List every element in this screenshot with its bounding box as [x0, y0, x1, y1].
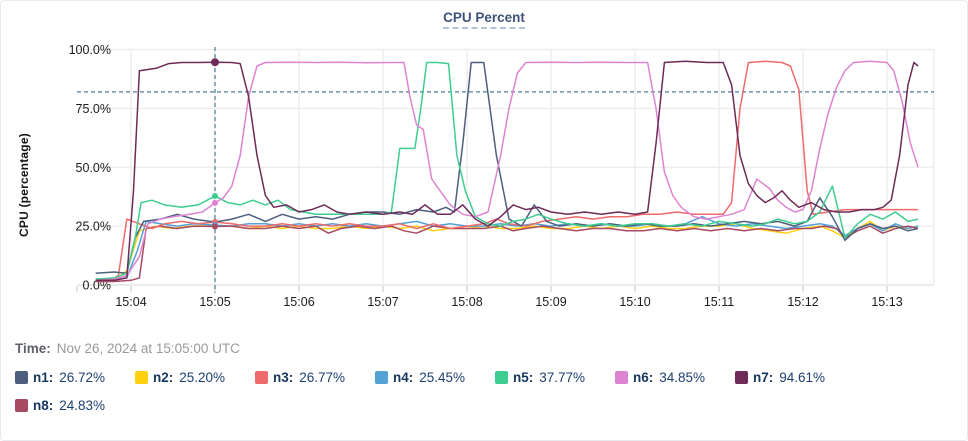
- legend-label: n4:: [393, 370, 414, 385]
- legend-swatch-n4: [375, 371, 388, 384]
- x-tick-label: 15:13: [871, 295, 902, 309]
- y-tick-label: 75.0%: [76, 102, 111, 116]
- legend-label: n3:: [273, 370, 294, 385]
- title-bar: CPU Percent: [1, 9, 967, 29]
- y-tick-label: 100.0%: [69, 43, 111, 57]
- legend: n1: 26.72% n2: 25.20% n3: 26.77% n4: 25.45% n5: 3…: [15, 370, 967, 413]
- cursor-dot-n5: [212, 193, 218, 200]
- legend-item-n1[interactable]: n1: 26.72%: [15, 370, 135, 385]
- cursor-dot-n6: [212, 199, 218, 206]
- legend-label: n8:: [33, 398, 54, 413]
- cpu-chart-svg[interactable]: 0.0%25.0%50.0%75.0%100.0%15:04 15:05 15:06…: [1, 1, 968, 321]
- legend-item-n3[interactable]: n3: 26.77%: [255, 370, 375, 385]
- legend-row-1: n1: 26.72% n2: 25.20% n3: 26.77% n4: 25.45% n5: 3…: [15, 370, 967, 385]
- legend-item-n7[interactable]: n7: 94.61%: [735, 370, 855, 385]
- chart-area: CPU Percent CPU (percentage) 0.0% 25.0% 50…: [1, 1, 967, 331]
- x-tick-label: 15:10: [619, 295, 650, 309]
- x-tick-label: 15:07: [367, 295, 398, 309]
- series-line-n7: [95, 60, 919, 282]
- x-tick-label: 15:06: [283, 295, 314, 309]
- chart-title[interactable]: CPU Percent: [443, 10, 525, 29]
- y-tick-label: 25.0%: [76, 220, 111, 234]
- cursor-dot-n7: [211, 58, 219, 67]
- legend-swatch-n5: [495, 371, 508, 384]
- legend-value: 25.20%: [179, 370, 226, 385]
- series-line-n3: [95, 60, 919, 282]
- legend-swatch-n6: [615, 371, 628, 384]
- cursor-dot-n8: [212, 223, 218, 230]
- x-tick-label: 15:09: [535, 295, 566, 309]
- series-line-n1: [95, 61, 919, 274]
- legend-swatch-n8: [15, 399, 28, 412]
- legend-swatch-n2: [135, 371, 148, 384]
- legend-label: n5:: [513, 370, 534, 385]
- legend-value: 25.45%: [419, 370, 466, 385]
- legend-swatch-n1: [15, 371, 28, 384]
- legend-swatch-n7: [735, 371, 748, 384]
- legend-swatch-n3: [255, 371, 268, 384]
- x-tick-label: 15:05: [199, 295, 230, 309]
- legend-value: 24.83%: [59, 398, 106, 413]
- legend-value: 26.77%: [299, 370, 346, 385]
- legend-row-2: n8: 24.83%: [15, 398, 967, 413]
- series-line-n8: [95, 225, 919, 283]
- y-tick-label: 50.0%: [76, 161, 111, 175]
- legend-value: 26.72%: [59, 370, 106, 385]
- x-tick-label: 15:11: [704, 295, 734, 309]
- series-line-n5: [95, 61, 919, 280]
- legend-value: 94.61%: [779, 370, 826, 385]
- legend-label: n2:: [153, 370, 174, 385]
- x-tick-label: 15:12: [787, 295, 818, 309]
- legend-label: n6:: [633, 370, 654, 385]
- y-axis-title: CPU (percentage): [17, 133, 31, 237]
- legend-item-n5[interactable]: n5: 37.77%: [495, 370, 615, 385]
- legend-item-n6[interactable]: n6: 34.85%: [615, 370, 735, 385]
- series-line-n2: [95, 220, 919, 282]
- legend-label: n7:: [753, 370, 774, 385]
- legend-item-n2[interactable]: n2: 25.20%: [135, 370, 255, 385]
- legend-value: 37.77%: [539, 370, 586, 385]
- cursor-time-row: Time: Nov 26, 2024 at 15:05:00 UTC: [15, 341, 967, 356]
- legend-item-n8[interactable]: n8: 24.83%: [15, 398, 135, 413]
- legend-item-n4[interactable]: n4: 25.45%: [375, 370, 495, 385]
- x-tick-label: 15:08: [451, 295, 482, 309]
- time-label: Time:: [15, 341, 51, 356]
- time-value: Nov 26, 2024 at 15:05:00 UTC: [56, 341, 240, 356]
- series-line-n6: [95, 60, 919, 282]
- legend-label: n1:: [33, 370, 54, 385]
- legend-value: 34.85%: [659, 370, 706, 385]
- x-tick-label: 15:04: [115, 295, 146, 309]
